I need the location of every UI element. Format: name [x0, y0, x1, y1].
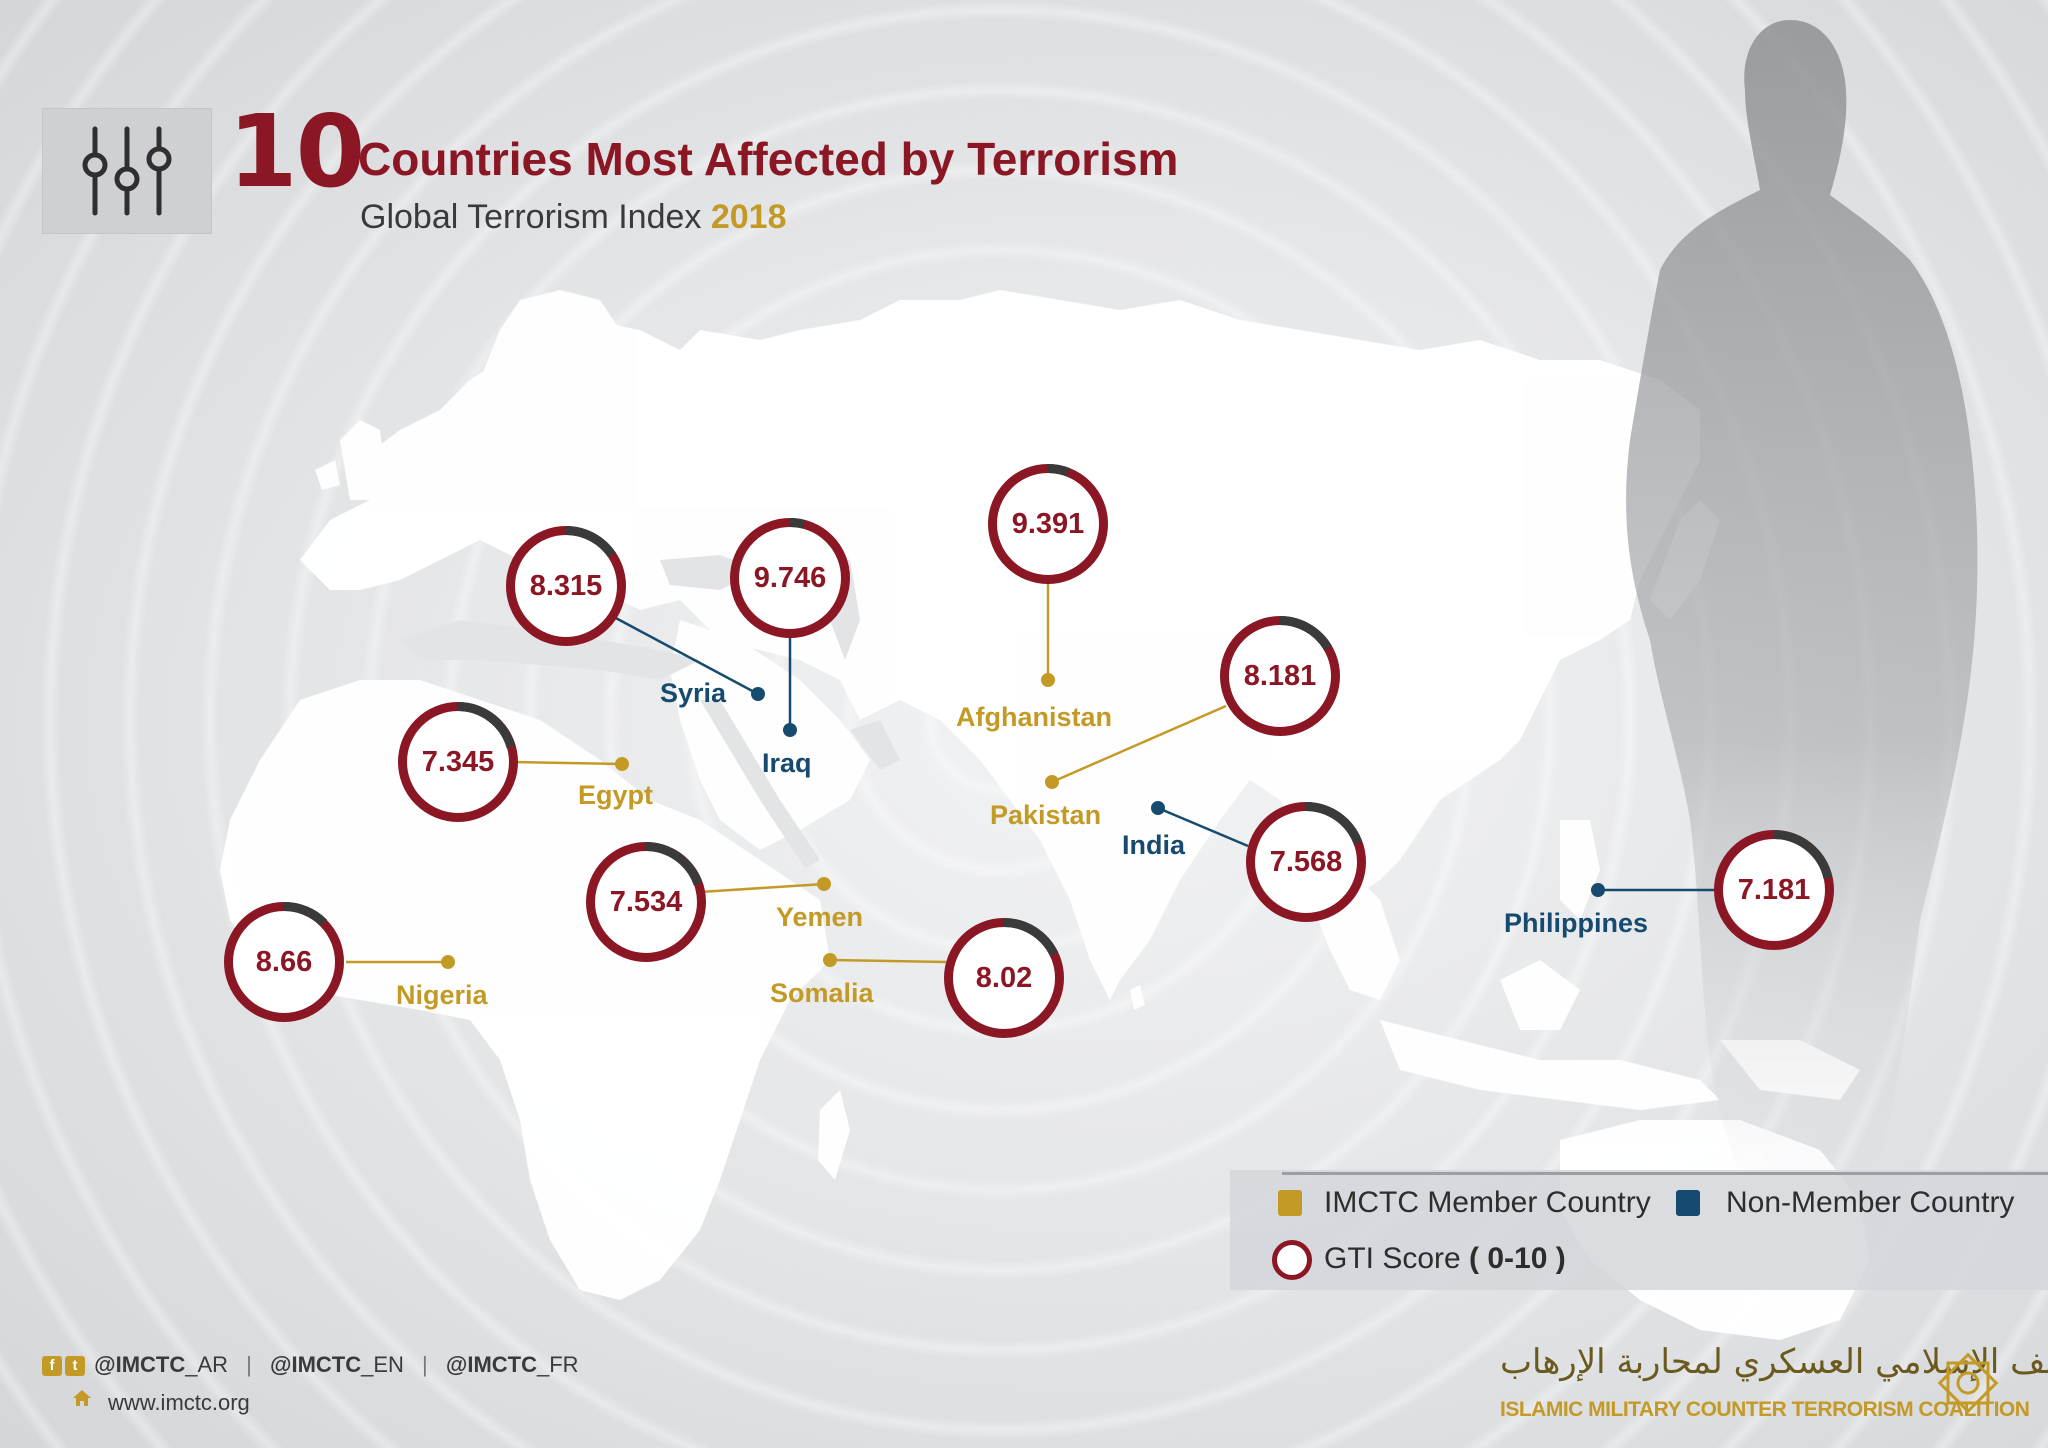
sliders-icon	[82, 126, 172, 216]
website-text[interactable]: www.imctc.org	[108, 1390, 250, 1415]
handle-ar-suffix[interactable]: _AR	[185, 1352, 229, 1377]
logo-box	[42, 108, 212, 234]
map-dot-nigeria	[441, 955, 455, 969]
handle-en-suffix[interactable]: _EN	[361, 1352, 404, 1377]
map-dot-india	[1151, 801, 1165, 815]
map-dot-afghanistan	[1041, 673, 1055, 687]
legend-member-swatch	[1278, 1190, 1302, 1216]
map-dot-egypt	[615, 757, 629, 771]
separator: |	[422, 1352, 428, 1377]
score-value-yemen: 7.534	[609, 885, 683, 918]
score-value-philippines: 7.181	[1737, 873, 1811, 906]
score-value-somalia: 8.02	[975, 961, 1033, 994]
legend-divider	[1282, 1172, 2048, 1175]
map-dot-yemen	[817, 877, 831, 891]
website-link[interactable]: www.imctc.org	[108, 1390, 250, 1416]
country-label-india: India	[1122, 830, 1186, 860]
score-ring-iraq: 9.746	[730, 518, 850, 638]
score-value-afghanistan: 9.391	[1011, 507, 1085, 540]
score-ring-nigeria: 8.66	[224, 902, 344, 1022]
legend-nonmember-swatch	[1676, 1190, 1700, 1216]
country-label-nigeria: Nigeria	[396, 980, 488, 1010]
score-ring-egypt: 7.345	[398, 702, 518, 822]
country-label-syria: Syria	[660, 678, 727, 708]
country-label-iraq: Iraq	[762, 748, 812, 778]
map-dot-pakistan	[1045, 775, 1059, 789]
country-label-egypt: Egypt	[578, 780, 654, 810]
legend-score-label: GTI Score	[1324, 1242, 1461, 1275]
twitter-icon[interactable]: t	[65, 1356, 85, 1377]
legend-nonmember-label: Non-Member Country	[1726, 1186, 2015, 1219]
map-dot-philippines	[1591, 883, 1605, 897]
legend-panel	[1230, 1170, 2048, 1290]
map-dot-iraq	[783, 723, 797, 737]
score-ring-syria: 8.315	[506, 526, 626, 646]
title-number: 10	[228, 93, 365, 210]
score-value-syria: 8.315	[529, 569, 603, 602]
page-title: Countries Most Affected by Terrorism	[358, 133, 1179, 185]
country-label-somalia: Somalia	[770, 978, 874, 1008]
country-label-philippines: Philippines	[1504, 908, 1649, 938]
score-value-pakistan: 8.181	[1243, 659, 1317, 692]
handle-en[interactable]: @IMCTC	[270, 1352, 362, 1377]
country-label-pakistan: Pakistan	[990, 800, 1102, 830]
country-label-afghanistan: Afghanistan	[956, 702, 1113, 732]
separator: |	[246, 1352, 252, 1377]
score-ring-afghanistan: 9.391	[988, 464, 1108, 584]
score-ring-yemen: 7.534	[586, 842, 706, 962]
legend-member-label: IMCTC Member Country	[1324, 1186, 1651, 1219]
home-icon	[73, 1390, 91, 1406]
handle-ar[interactable]: @IMCTC	[94, 1352, 186, 1377]
country-label-yemen: Yemen	[776, 902, 864, 932]
connector-somalia	[829, 958, 947, 964]
score-value-iraq: 9.746	[753, 561, 827, 594]
handle-fr-suffix[interactable]: _FR	[536, 1352, 579, 1377]
score-value-egypt: 7.345	[421, 745, 495, 778]
connector-pakistan	[1051, 704, 1227, 784]
score-ring-somalia: 8.02	[944, 918, 1064, 1038]
subtitle-year: 2018	[710, 198, 787, 236]
handle-fr[interactable]: @IMCTC	[445, 1352, 537, 1377]
score-value-india: 7.568	[1269, 845, 1343, 878]
legend-score-ring	[1272, 1240, 1312, 1280]
org-name-english: ISLAMIC MILITARY COUNTER TERRORISM COALI…	[1500, 1398, 2030, 1421]
score-ring-philippines: 7.181	[1714, 830, 1834, 950]
connector-syria	[611, 614, 759, 696]
score-value-nigeria: 8.66	[255, 945, 313, 978]
legend-score-range: ( 0-10 )	[1469, 1242, 1566, 1275]
legend-score: GTI Score ( 0-10 )	[1324, 1242, 1566, 1276]
subtitle-prefix: Global Terrorism Index	[360, 198, 702, 236]
map-dot-somalia	[823, 953, 837, 967]
score-ring-india: 7.568	[1246, 802, 1366, 922]
subtitle: Global Terrorism Index 2018	[360, 198, 787, 237]
connector-india	[1157, 806, 1249, 848]
connector-yemen	[699, 882, 825, 894]
map-dot-syria	[751, 687, 765, 701]
coalition-emblem-icon	[1937, 1352, 1999, 1414]
score-ring-pakistan: 8.181	[1220, 616, 1340, 736]
facebook-icon[interactable]: f	[42, 1356, 62, 1377]
connector-egypt	[511, 760, 623, 766]
